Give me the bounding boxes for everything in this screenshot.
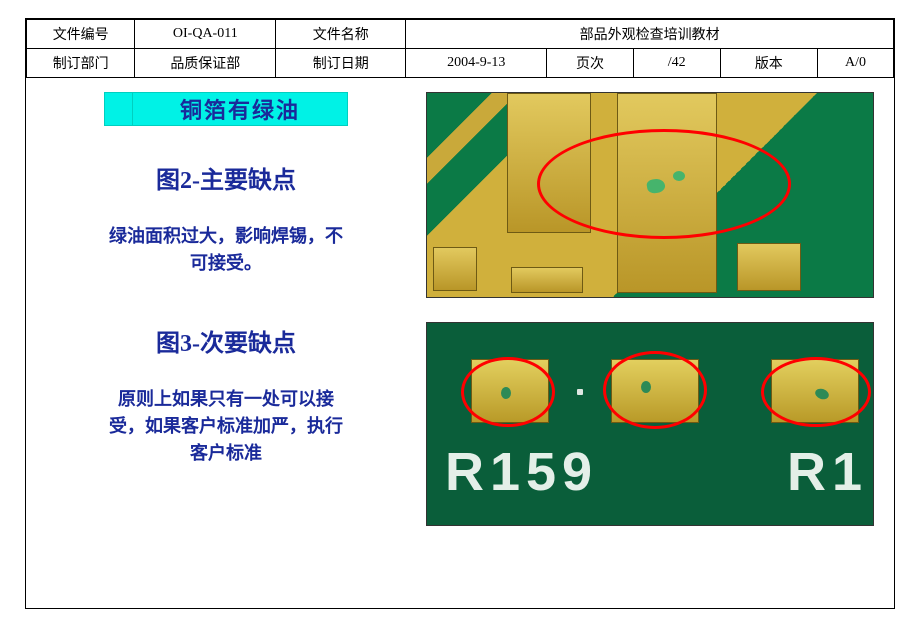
highlight-circle [461, 357, 555, 427]
badge-notch [105, 93, 133, 125]
gold-pad [511, 267, 583, 293]
document-page: 文件编号 OI-QA-011 文件名称 部品外观检查培训教材 制订部门 品质保证… [25, 18, 895, 609]
defect-image-major [426, 92, 874, 298]
silkscreen-text: R159 [445, 441, 598, 503]
ver-label: 版本 [720, 49, 818, 78]
doc-no-label: 文件编号 [27, 20, 135, 49]
page-label: 页次 [547, 49, 634, 78]
dept-value: 品质保证部 [135, 49, 276, 78]
highlight-circle [603, 351, 707, 429]
highlight-circle [537, 129, 791, 239]
left-column: 铜箔有绿油 图2-主要缺点 绿油面积过大，影响焊锡，不可接受。 图3-次要缺点 … [46, 92, 406, 588]
header-table: 文件编号 OI-QA-011 文件名称 部品外观检查培训教材 制订部门 品质保证… [26, 19, 894, 78]
defect-image-minor: R159 R1 [426, 322, 874, 526]
page-value: /42 [633, 49, 720, 78]
doc-no-value: OI-QA-011 [135, 20, 276, 49]
ver-value: A/0 [818, 49, 894, 78]
section3-desc: 原则上如果只有一处可以接受，如果客户标准加严，执行客户标准 [106, 386, 346, 467]
silkscreen-text: R1 [787, 441, 868, 503]
gold-pad [737, 243, 801, 291]
silk-dot [577, 389, 583, 395]
dept-label: 制订部门 [27, 49, 135, 78]
highlight-circle [761, 357, 871, 427]
date-label: 制订日期 [276, 49, 406, 78]
doc-name-value: 部品外观检查培训教材 [406, 20, 894, 49]
date-value: 2004-9-13 [406, 49, 547, 78]
section2-desc: 绿油面积过大，影响焊锡，不可接受。 [106, 223, 346, 277]
title-badge: 铜箔有绿油 [104, 92, 348, 126]
badge-label: 铜箔有绿油 [133, 93, 347, 125]
gold-pad [433, 247, 477, 291]
right-column: R159 R1 [426, 92, 874, 588]
section3-title: 图3-次要缺点 [156, 323, 296, 358]
section2-title: 图2-主要缺点 [156, 160, 296, 195]
body-area: 铜箔有绿油 图2-主要缺点 绿油面积过大，影响焊锡，不可接受。 图3-次要缺点 … [26, 78, 894, 608]
doc-name-label: 文件名称 [276, 20, 406, 49]
